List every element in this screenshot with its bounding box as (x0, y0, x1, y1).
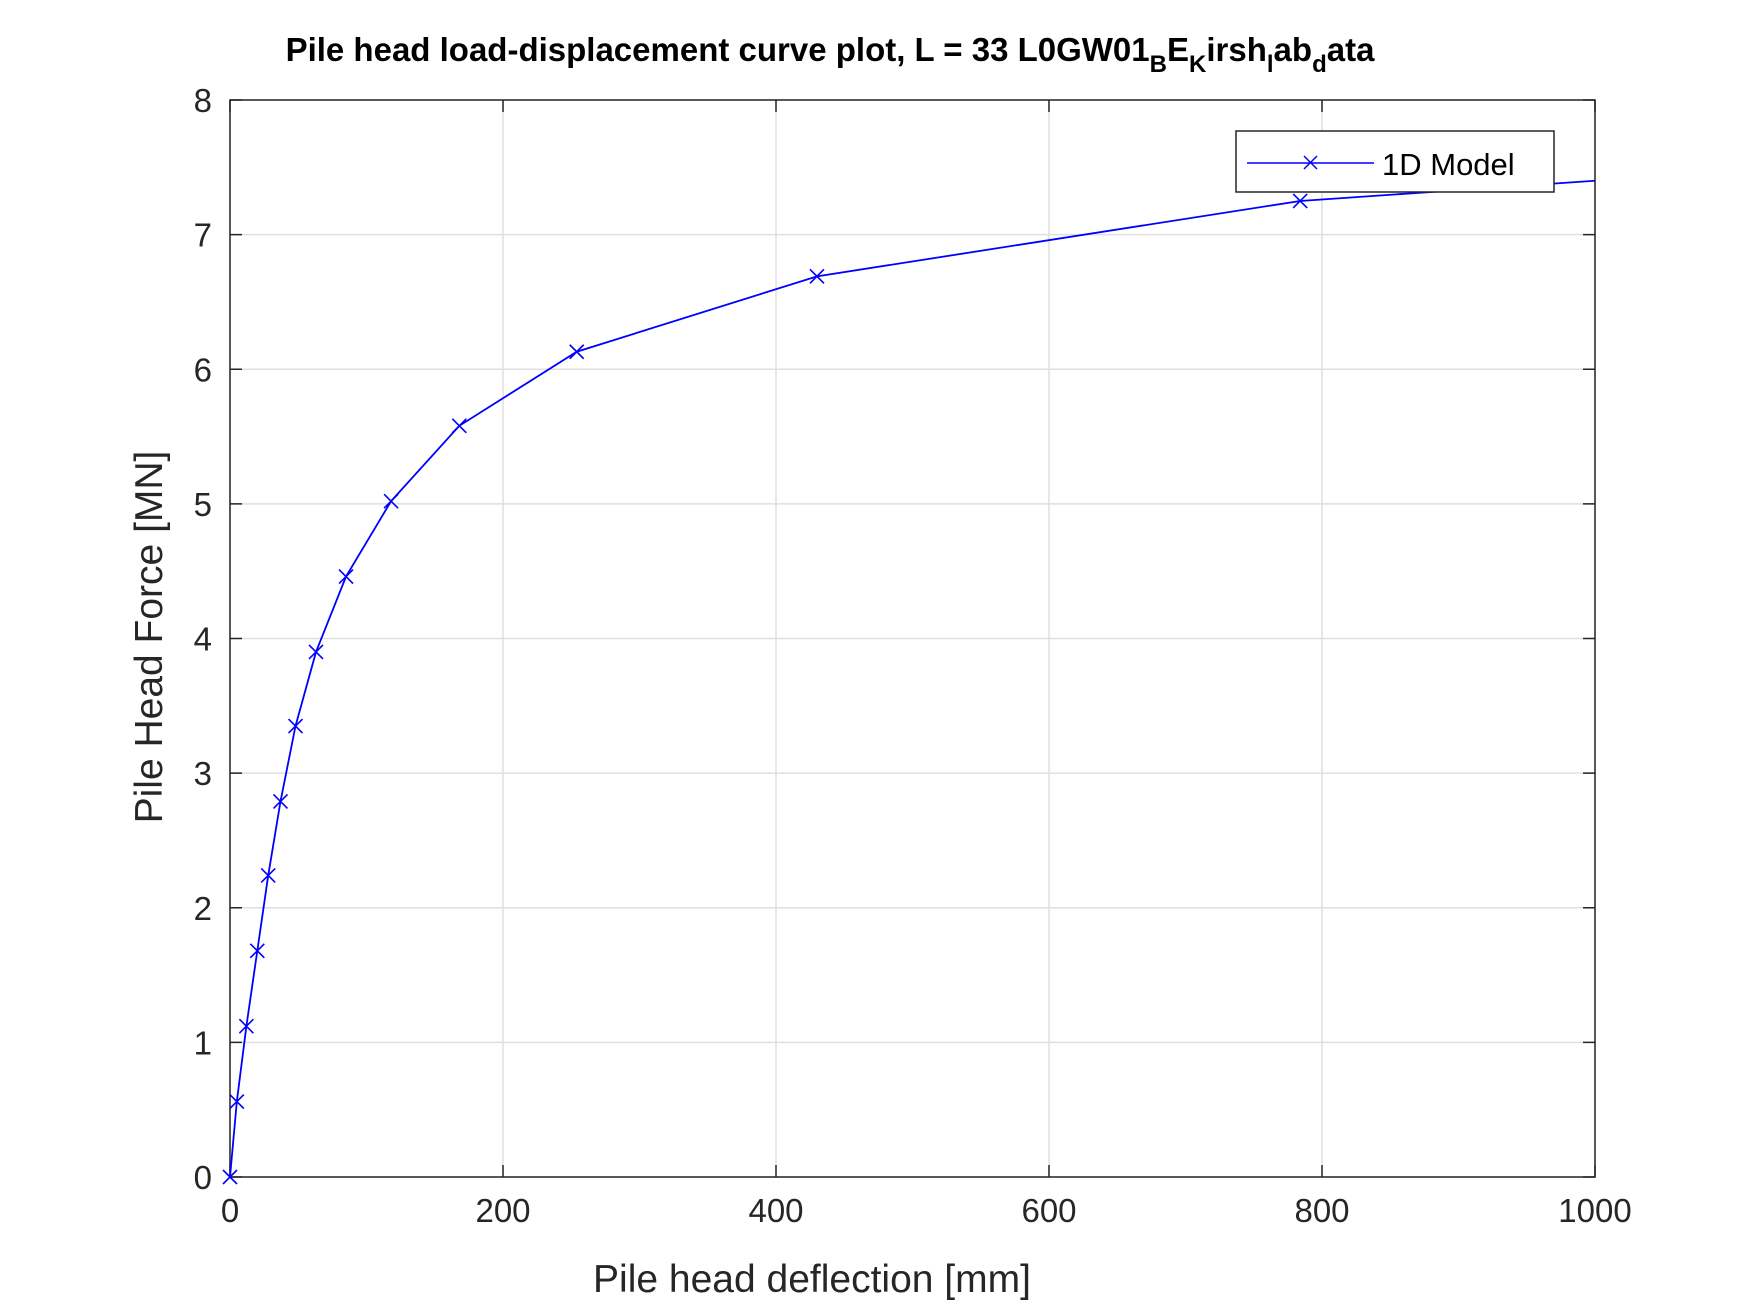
title-sub-2: K (1189, 51, 1207, 78)
y-tick-label: 8 (194, 82, 212, 119)
data-point (569, 344, 585, 360)
data-point (383, 493, 399, 509)
data-point (338, 569, 354, 585)
chart-title-main: Pile head load-displacement curve plot, … (286, 31, 1150, 68)
y-tick-label: 1 (194, 1024, 212, 1061)
data-point (238, 1018, 254, 1034)
y-tick-label: 0 (194, 1159, 212, 1196)
x-tick-label: 0 (221, 1192, 239, 1229)
title-sub-3: l (1267, 51, 1274, 78)
svg-text:Pile head load-displacement cu: Pile head load-displacement curve plot, … (286, 31, 1376, 78)
x-tick-label: 600 (1021, 1192, 1076, 1229)
data-point (1292, 193, 1308, 209)
data-point (260, 867, 276, 884)
title-part-4: ata (1327, 31, 1375, 68)
chart-title: Pile head load-displacement curve plot, … (286, 31, 1376, 78)
x-tick-label: 200 (475, 1192, 530, 1229)
legend-entry-label: 1D Model (1382, 147, 1515, 182)
data-point (222, 1169, 238, 1185)
y-tick-label: 2 (194, 890, 212, 927)
y-tick-label: 5 (194, 486, 212, 523)
title-sub-1: B (1150, 51, 1167, 78)
y-tick-label: 3 (194, 755, 212, 792)
title-part-3: ab (1274, 31, 1313, 68)
data-point (272, 793, 289, 809)
x-tick-label: 1000 (1558, 1192, 1631, 1229)
legend-box (1235, 130, 1555, 193)
ticks: 0 200 400 600 800 1000 0 1 2 3 4 5 6 7 8 (194, 82, 1632, 1229)
y-tick-label: 4 (194, 621, 212, 658)
x-axis-label: Pile head deflection [mm] (593, 1258, 1031, 1301)
y-axis-label: Pile Head Force [MN] (128, 451, 171, 824)
data-point (451, 418, 467, 434)
legend: 1D Model (1235, 130, 1555, 193)
data-point (229, 1094, 245, 1110)
y-tick-label: 7 (194, 217, 212, 254)
title-part-1: E (1167, 31, 1189, 68)
legend-marker (1303, 155, 1318, 170)
data-point (308, 644, 324, 660)
title-part-2: irsh (1206, 31, 1267, 68)
data-point (287, 718, 304, 734)
title-sub-4: d (1312, 51, 1327, 78)
y-tick-label: 6 (194, 351, 212, 388)
series (222, 179, 1596, 1185)
data-point (249, 943, 265, 959)
data-point (809, 268, 825, 284)
x-tick-label: 400 (748, 1192, 803, 1229)
x-tick-label: 800 (1294, 1192, 1349, 1229)
